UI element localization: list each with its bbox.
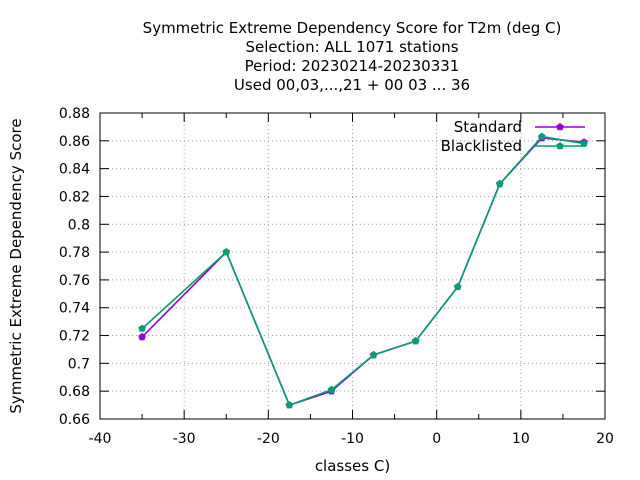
data-point	[411, 337, 420, 345]
y-tick-label: 0.82	[59, 189, 90, 205]
y-tick-label: 0.68	[59, 384, 90, 400]
y-tick-label: 0.8	[68, 217, 90, 233]
x-tick-label: 10	[512, 431, 530, 447]
y-tick-label: 0.86	[59, 134, 90, 150]
series-line	[141, 137, 585, 406]
data-point	[138, 332, 146, 341]
y-tick-label: 0.72	[59, 329, 90, 345]
data-point	[369, 351, 378, 359]
title-line-2: Selection: ALL 1071 stations	[245, 38, 458, 56]
data-point	[138, 324, 146, 332]
x-tick-label: -40	[89, 431, 112, 447]
y-tick-label: 0.74	[59, 301, 90, 317]
x-tick-label: -30	[173, 431, 196, 447]
x-tick-label: -10	[341, 431, 364, 447]
legend-item: Blacklisted	[441, 137, 585, 155]
plot-frame	[99, 112, 606, 420]
y-tick-label: 0.76	[59, 273, 90, 289]
y-axis-label: Symmetric Extreme Dependency Score	[7, 118, 25, 413]
data-point	[580, 139, 588, 147]
title-line-4: Used 00,03,...,21 + 00 03 ... 36	[234, 76, 470, 94]
data-point	[453, 282, 462, 291]
legend-marker	[556, 123, 564, 131]
title-line-1: Symmetric Extreme Dependency Score for T…	[143, 19, 562, 37]
y-tick-label: 0.66	[59, 412, 90, 428]
y-tick-label: 0.84	[59, 162, 90, 178]
series-blacklisted	[138, 132, 588, 409]
y-tick-label: 0.88	[59, 106, 90, 122]
data-point	[496, 179, 504, 188]
data-point	[222, 248, 231, 256]
chart-title: Symmetric Extreme Dependency Score for T…	[143, 19, 562, 94]
data-point	[538, 132, 546, 140]
legend-label: Blacklisted	[441, 137, 522, 155]
series	[138, 132, 588, 409]
legend-marker	[556, 142, 564, 150]
x-tick-label: 20	[596, 431, 614, 447]
y-tick-label: 0.78	[59, 245, 90, 261]
data-point	[285, 401, 294, 409]
x-axis-label: classes C)	[315, 457, 390, 475]
x-tick-label: -20	[257, 431, 280, 447]
legend-item: Standard	[454, 118, 585, 136]
data-point	[327, 385, 336, 393]
legend-label: Standard	[454, 118, 522, 136]
grid	[100, 113, 605, 419]
series-line	[141, 135, 585, 406]
y-tick-label: 0.7	[68, 356, 90, 372]
x-tick-label: 0	[432, 431, 441, 447]
title-line-3: Period: 20230214-20230331	[245, 57, 460, 75]
axis-ticks: -40 -30 -20 -10 0 10 20 0.66 0.68 0.7 0.72 0.74 0.76…	[59, 106, 614, 447]
